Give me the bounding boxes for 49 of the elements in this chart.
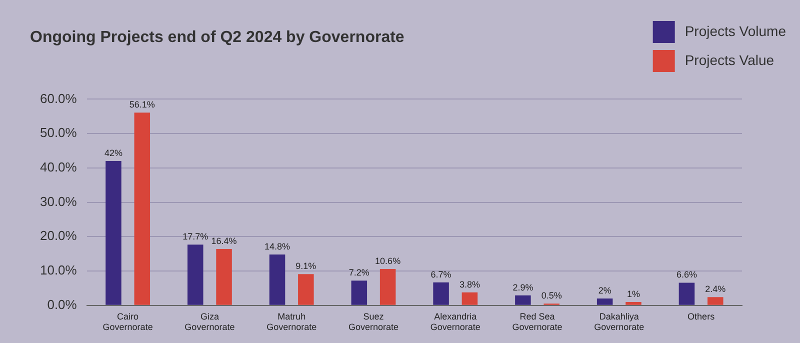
bar (380, 268, 396, 305)
data-label: 0.5% (541, 290, 562, 301)
bar (106, 161, 122, 305)
bar (596, 298, 613, 305)
bar (269, 254, 286, 305)
x-tick-label: Giza Governorate (184, 311, 235, 332)
data-label: 14.8% (264, 242, 290, 252)
y-tick-label: 10.0% (40, 262, 78, 278)
data-label: 2.4% (705, 284, 726, 294)
data-label: 2% (598, 286, 612, 296)
bar (187, 244, 204, 305)
bar (351, 280, 368, 305)
legend-label: Projects Value (684, 52, 774, 68)
data-label: 10.6% (375, 256, 401, 266)
data-label: 16.4% (211, 236, 237, 246)
data-label: 9.1% (296, 261, 316, 272)
data-label: 42% (104, 148, 122, 158)
bar (462, 292, 478, 305)
x-tick-label: Red Sea Governorate (512, 311, 562, 332)
x-tick-label: Suez Governorate (348, 311, 398, 332)
y-tick-label: 50.0% (40, 125, 78, 140)
legend-label: Projects Volume (684, 22, 786, 39)
y-tick-label: 20.0% (40, 228, 78, 244)
y-tick-label: 0.0% (47, 296, 78, 312)
data-label: 6.6% (676, 270, 697, 280)
x-tick-label: Dakahliya Governorate (594, 311, 644, 332)
data-label: 2.9% (512, 282, 534, 292)
chart-title: Ongoing Projects end of Q2 2024 by Governorate (30, 29, 404, 46)
bar (134, 112, 150, 305)
bar (515, 295, 531, 305)
data-label: 56.1% (129, 100, 155, 110)
y-tick-label: 60.0% (40, 90, 78, 106)
bar (298, 274, 314, 305)
bar (626, 302, 642, 305)
x-tick-label: Others (688, 311, 716, 322)
data-label: 1% (626, 288, 640, 299)
x-tick-label: Cairo Governorate (102, 311, 153, 332)
bar (433, 282, 449, 305)
bar (678, 282, 695, 305)
bar (216, 249, 232, 305)
data-label: 17.7% (182, 232, 208, 242)
x-tick-label: Alexandria Governorate (430, 311, 480, 332)
y-tick-label: 40.0% (40, 160, 78, 175)
x-tick-label: Matruh Governorate (266, 311, 317, 332)
data-label: 7.2% (348, 268, 370, 278)
data-label: 6.7% (430, 269, 452, 280)
data-label: 3.8% (459, 279, 480, 290)
bar (708, 297, 724, 305)
y-tick-label: 30.0% (40, 194, 78, 209)
